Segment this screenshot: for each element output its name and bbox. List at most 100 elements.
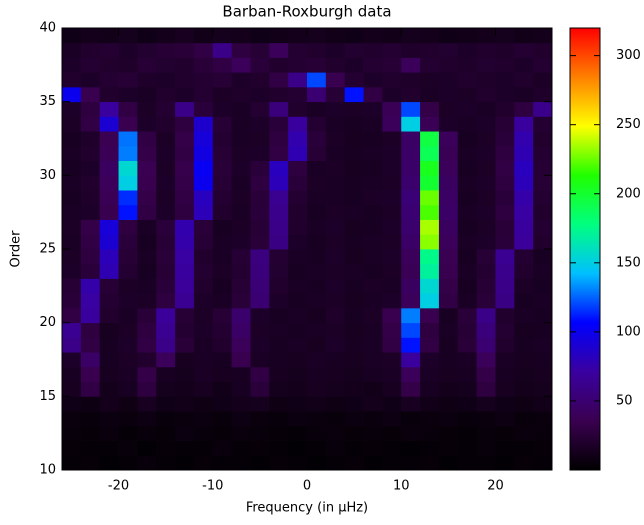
heatmap-cell bbox=[118, 175, 138, 191]
heatmap-cell bbox=[212, 307, 233, 324]
heatmap-cell bbox=[250, 145, 270, 161]
heatmap-cell bbox=[193, 175, 214, 191]
heatmap-cell bbox=[212, 116, 233, 132]
heatmap-cell bbox=[99, 175, 119, 191]
heatmap-cell bbox=[118, 263, 138, 279]
heatmap-cell bbox=[193, 337, 214, 353]
heatmap-cell bbox=[420, 145, 440, 161]
heatmap-cell bbox=[80, 263, 101, 279]
heatmap-cell bbox=[307, 204, 327, 220]
heatmap-cell bbox=[137, 263, 157, 279]
y-tick-label: 35 bbox=[39, 94, 56, 109]
heatmap-cell bbox=[99, 366, 119, 382]
heatmap-cell bbox=[193, 190, 214, 206]
heatmap-cell bbox=[382, 411, 402, 427]
heatmap-cell bbox=[344, 411, 364, 427]
heatmap-cell bbox=[307, 322, 327, 338]
heatmap-cell bbox=[62, 352, 82, 368]
heatmap-cell bbox=[80, 455, 101, 471]
heatmap-cell bbox=[514, 116, 534, 132]
heatmap-cell bbox=[420, 263, 440, 279]
heatmap-cell bbox=[344, 101, 364, 117]
heatmap-cell bbox=[533, 116, 553, 132]
heatmap-cell bbox=[438, 116, 459, 132]
heatmap-cell bbox=[156, 42, 176, 58]
heatmap-cell bbox=[231, 352, 251, 368]
heatmap-cell bbox=[288, 145, 308, 161]
heatmap-cell bbox=[231, 86, 251, 103]
heatmap-cell bbox=[175, 366, 195, 382]
heatmap-cell bbox=[156, 425, 176, 441]
heatmap-cell bbox=[363, 396, 383, 412]
heatmap-cell bbox=[231, 263, 251, 279]
heatmap-cell bbox=[269, 293, 289, 309]
heatmap-cell bbox=[137, 145, 157, 161]
heatmap-cell bbox=[363, 234, 383, 250]
heatmap-cell bbox=[212, 160, 233, 176]
heatmap-cell bbox=[175, 57, 195, 73]
heatmap-cell bbox=[476, 278, 496, 294]
heatmap-cell bbox=[231, 28, 251, 44]
heatmap-cell bbox=[363, 411, 383, 427]
heatmap-cell bbox=[99, 249, 119, 265]
heatmap-cell bbox=[514, 219, 534, 235]
heatmap-cell bbox=[137, 381, 157, 397]
heatmap-cell bbox=[288, 411, 308, 427]
heatmap-cell bbox=[325, 249, 346, 265]
heatmap-cell bbox=[438, 175, 459, 191]
heatmap-cell bbox=[514, 42, 534, 58]
heatmap-cell bbox=[307, 116, 327, 132]
heatmap-cell bbox=[476, 307, 496, 324]
heatmap-cell bbox=[363, 190, 383, 206]
heatmap-cell bbox=[495, 131, 515, 147]
heatmap-cell bbox=[156, 440, 176, 456]
heatmap-cell bbox=[401, 322, 421, 338]
heatmap-cell bbox=[99, 131, 119, 147]
heatmap-cell bbox=[156, 396, 176, 412]
heatmap-cell bbox=[514, 190, 534, 206]
heatmap-cell bbox=[420, 190, 440, 206]
heatmap-cell bbox=[382, 278, 402, 294]
heatmap-cell bbox=[269, 101, 289, 117]
heatmap-cell bbox=[382, 425, 402, 441]
heatmap-cell bbox=[288, 322, 308, 338]
heatmap-cell bbox=[137, 322, 157, 338]
heatmap-cell bbox=[99, 411, 119, 427]
heatmap-cell bbox=[80, 425, 101, 441]
heatmap-cell bbox=[495, 322, 515, 338]
heatmap-cell bbox=[99, 190, 119, 206]
heatmap-cell bbox=[137, 307, 157, 324]
heatmap-cell bbox=[231, 249, 251, 265]
heatmap-cell bbox=[533, 131, 553, 147]
heatmap-cell bbox=[175, 204, 195, 220]
colorbar-tick-label: 300 bbox=[616, 48, 641, 63]
heatmap-cell bbox=[156, 204, 176, 220]
heatmap-cell bbox=[438, 263, 459, 279]
heatmap-cell bbox=[250, 278, 270, 294]
heatmap-cell bbox=[325, 234, 346, 250]
heatmap-cell bbox=[307, 190, 327, 206]
heatmap-cell bbox=[420, 307, 440, 324]
heatmap-cell bbox=[118, 322, 138, 338]
heatmap-cell bbox=[438, 337, 459, 353]
heatmap-cell bbox=[533, 337, 553, 353]
heatmap-cell bbox=[420, 278, 440, 294]
heatmap-cell bbox=[118, 249, 138, 265]
heatmap-cell bbox=[307, 72, 327, 88]
heatmap-cell bbox=[250, 57, 270, 73]
heatmap-cell bbox=[307, 366, 327, 382]
heatmap-cell bbox=[457, 411, 478, 427]
heatmap-cell bbox=[99, 352, 119, 368]
heatmap-cell bbox=[344, 175, 364, 191]
heatmap-cell bbox=[137, 160, 157, 176]
heatmap-cell bbox=[363, 440, 383, 456]
heatmap-cell bbox=[288, 131, 308, 147]
heatmap-cell bbox=[533, 175, 553, 191]
heatmap-cell bbox=[495, 57, 515, 73]
heatmap-cell bbox=[420, 42, 440, 58]
heatmap-cell bbox=[156, 57, 176, 73]
heatmap-cell bbox=[156, 234, 176, 250]
heatmap-cell bbox=[514, 28, 534, 44]
heatmap-cell bbox=[193, 411, 214, 427]
heatmap-cell bbox=[80, 440, 101, 456]
